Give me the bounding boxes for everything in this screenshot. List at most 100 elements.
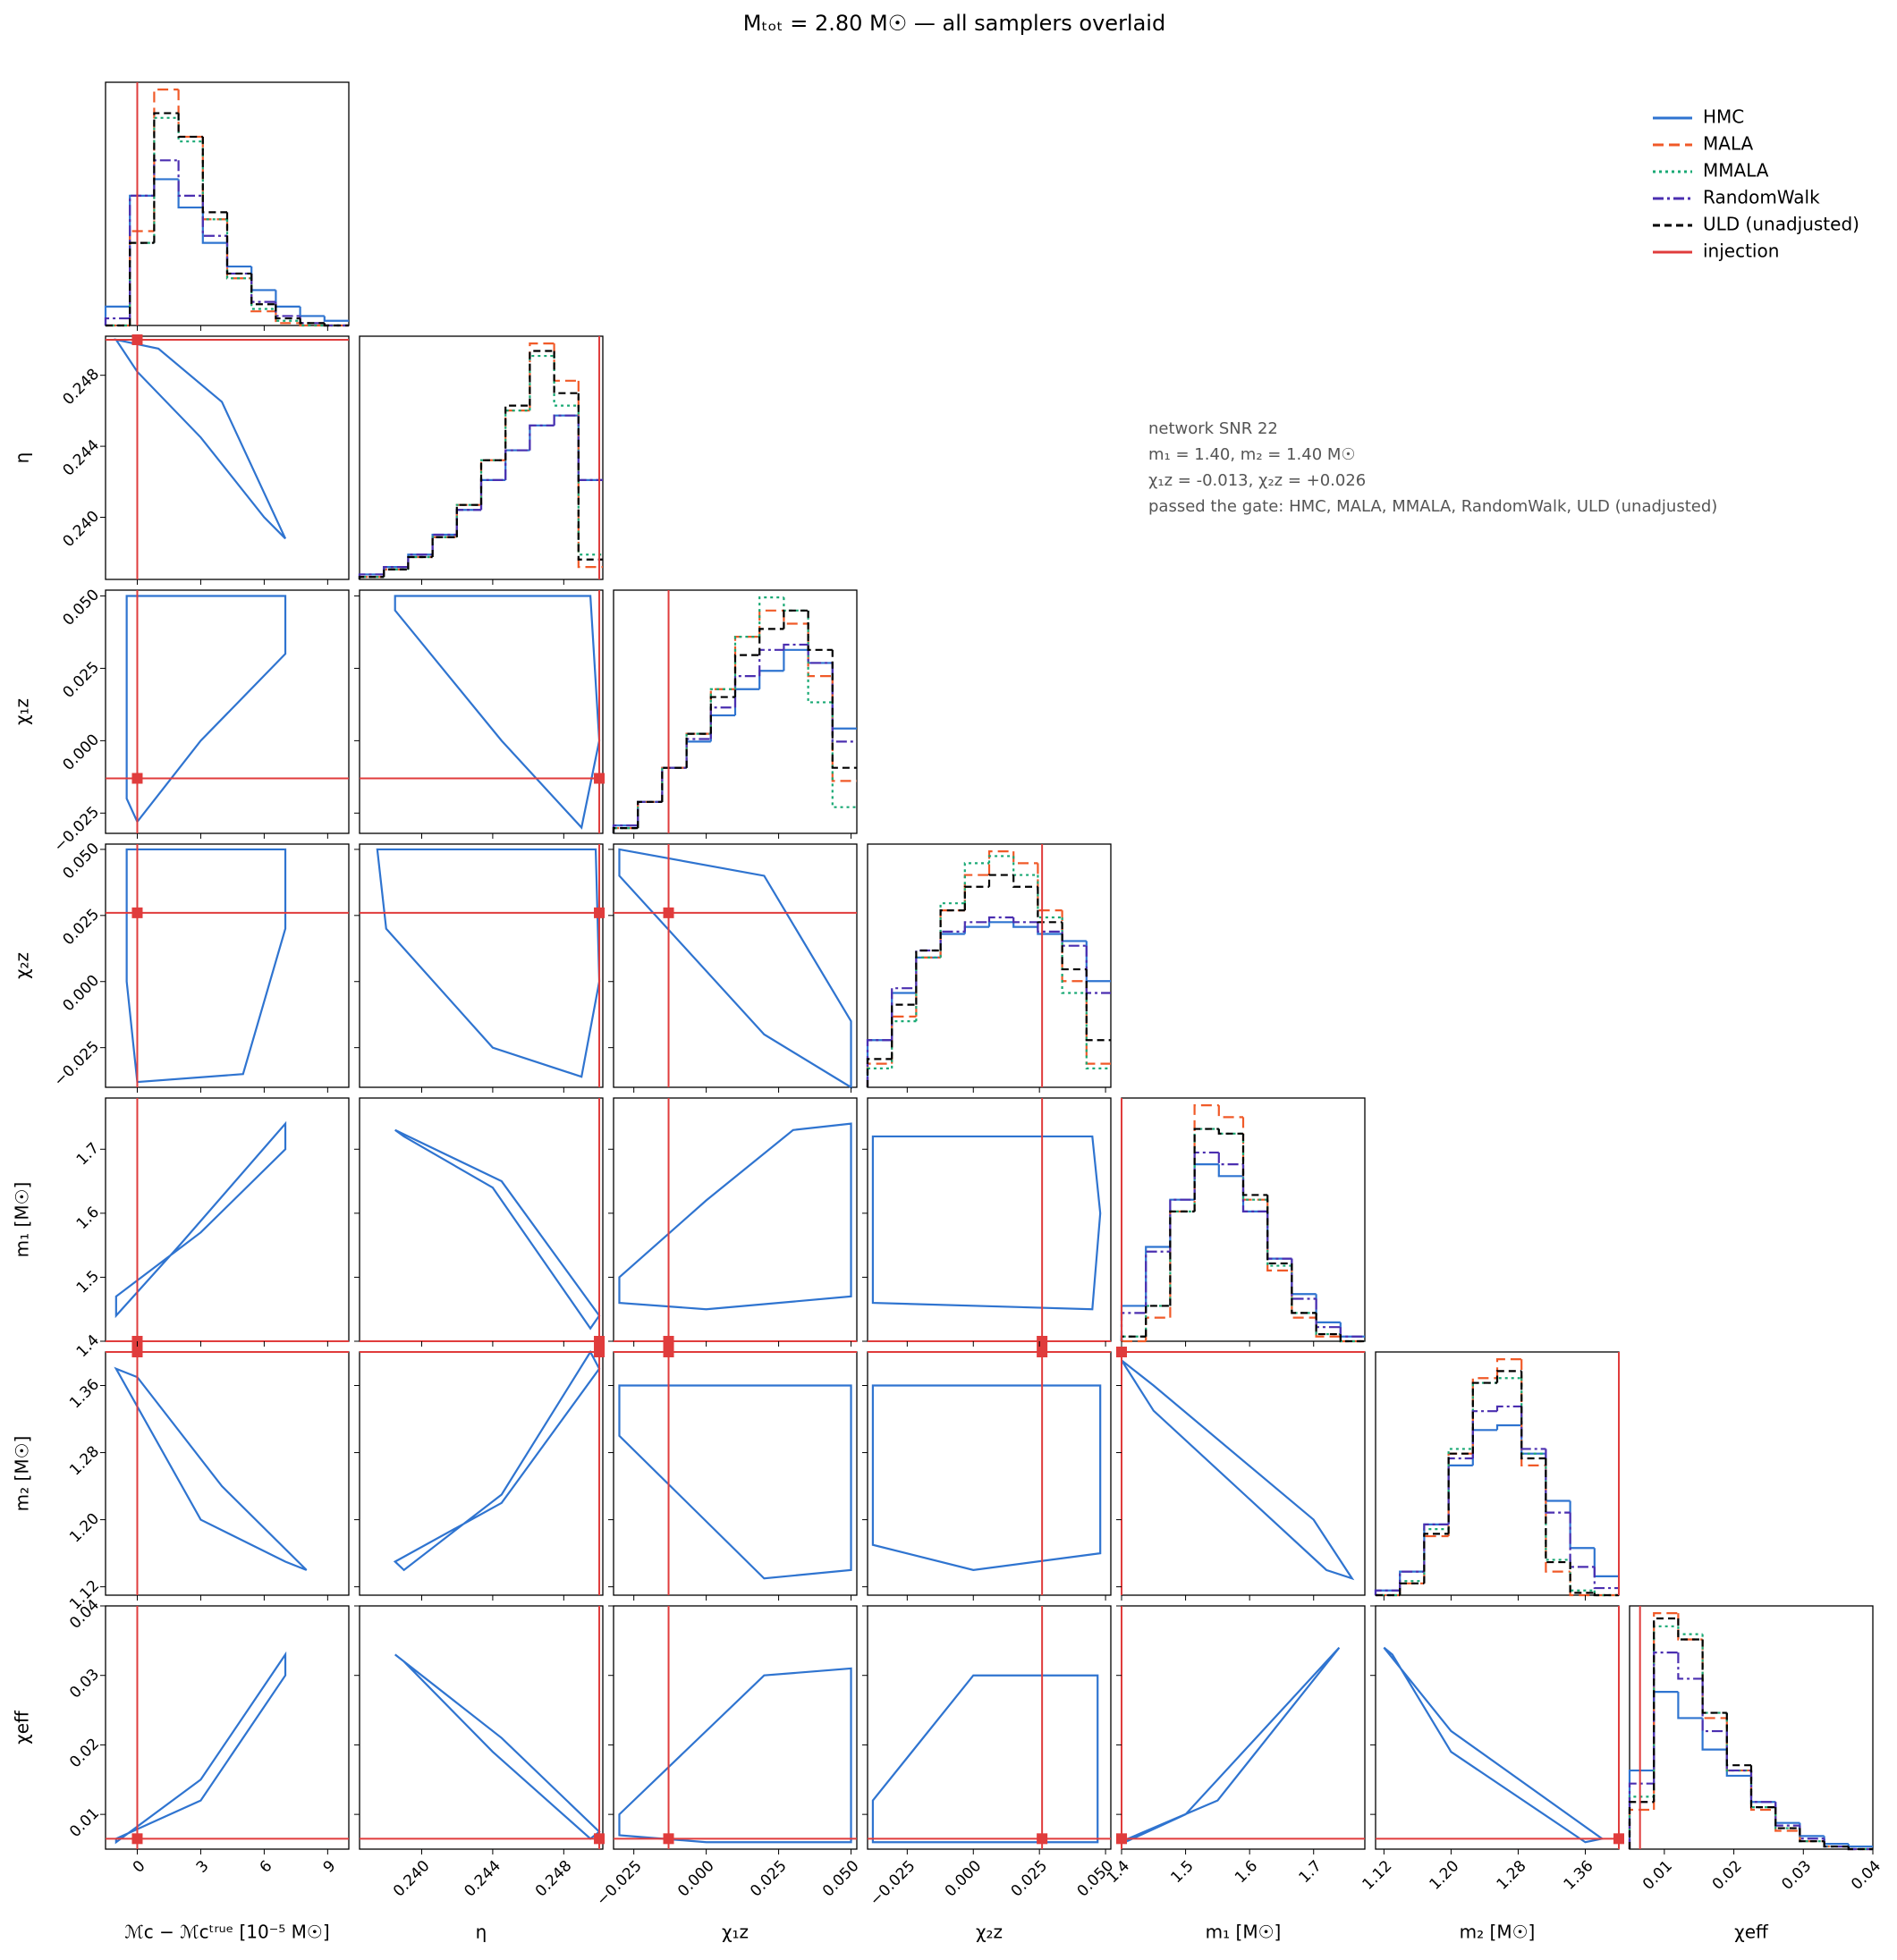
y-tick-label: 1.36 [66, 1375, 103, 1412]
histogram-bin [612, 827, 639, 833]
histogram-bin [577, 380, 603, 569]
x-axis-label: χeff [1734, 1922, 1769, 1943]
panel-frame [105, 1097, 350, 1342]
injection-marker [663, 1336, 674, 1347]
injection-marker [1037, 1336, 1048, 1347]
x-tick-label: 0.240 [390, 1857, 434, 1901]
histogram-bin [577, 393, 603, 561]
panel-frame [867, 1605, 1112, 1850]
panel-frame [105, 843, 350, 1088]
histogram-bin [1145, 1250, 1171, 1314]
x-tick-label: 1.5 [1167, 1857, 1197, 1887]
y-tick-label: 0.050 [60, 586, 104, 629]
histogram-bin [1241, 1133, 1268, 1201]
x-tick-label: 1.12 [1359, 1857, 1396, 1894]
histogram-bin [1653, 1617, 1679, 1803]
histogram-bin [1545, 1465, 1571, 1573]
histogram-bin [1569, 1562, 1595, 1594]
panel-frame [1375, 1605, 1620, 1850]
histogram-bin [1569, 1512, 1595, 1568]
panel-frame [359, 335, 604, 580]
histogram-bin [963, 862, 989, 904]
histogram-bin [1037, 886, 1063, 924]
histogram-bin [783, 643, 809, 650]
panel-frame [105, 1351, 350, 1596]
histogram-bin [1266, 1195, 1292, 1265]
injection-marker [594, 1833, 606, 1845]
histogram-bin [299, 306, 325, 317]
histogram-bin [831, 649, 857, 769]
histogram-bin [1749, 1765, 1776, 1809]
legend-label: ULD (unadjusted) [1703, 214, 1859, 235]
x-tick-label: 1.36 [1561, 1857, 1597, 1894]
histogram-bin [1628, 1782, 1655, 1849]
histogram-bin [407, 555, 433, 570]
histogram-bin [129, 241, 155, 325]
histogram-bin [431, 536, 457, 558]
x-tick-label: 0.03 [1778, 1857, 1815, 1894]
y-tick-label: 1.4 [73, 1331, 103, 1361]
histogram-bin [1399, 1582, 1425, 1595]
legend-label: injection [1703, 241, 1779, 262]
x-tick-label: 3 [193, 1857, 213, 1877]
histogram-bin [1677, 1692, 1703, 1719]
legend-label: HMC [1703, 106, 1744, 128]
histogram-bin [783, 609, 809, 629]
histogram-bin [1677, 1652, 1703, 1680]
histogram-bin [1628, 1801, 1655, 1849]
histogram-bin [1169, 1198, 1195, 1252]
histogram-bin [987, 855, 1014, 864]
x-axis-label: η [476, 1922, 487, 1943]
histogram-bin [1037, 922, 1063, 933]
histogram-bin [1495, 1424, 1522, 1431]
histogram-bin [177, 160, 203, 197]
x-axis-label: χ₂z [976, 1922, 1003, 1943]
y-tick-label: 0.000 [60, 972, 104, 1016]
panel-frame [1121, 1605, 1366, 1850]
contour [618, 1384, 852, 1580]
histogram-bin [250, 278, 276, 313]
histogram-bin [807, 610, 833, 704]
injection-marker [663, 1833, 674, 1845]
histogram-bin [529, 350, 555, 406]
x-tick-label: 0.025 [1008, 1857, 1052, 1901]
contour [114, 338, 287, 540]
histogram-bin [1217, 1128, 1243, 1135]
histogram-bin [1593, 1567, 1619, 1590]
y-tick-label: 1.5 [73, 1267, 103, 1297]
histogram-bin [963, 874, 989, 911]
x-tick-label: 0.050 [819, 1857, 863, 1901]
histogram-bin [1520, 1371, 1546, 1460]
x-tick-label: 1.7 [1296, 1857, 1325, 1887]
y-tick-label: 0.02 [66, 1735, 103, 1771]
injection-marker [1037, 1347, 1048, 1357]
histogram-bin [553, 351, 579, 394]
x-tick-label: −0.025 [867, 1857, 919, 1910]
histogram-bin [1339, 1334, 1365, 1343]
histogram-bin [504, 404, 530, 460]
histogram-bin [1085, 969, 1111, 1042]
histogram-bin [104, 317, 131, 325]
contour [376, 848, 601, 1078]
y-tick-label: 1.28 [66, 1442, 103, 1479]
y-tick-label: 0.025 [60, 658, 104, 702]
histogram-bin [1774, 1807, 1800, 1829]
histogram-bin [275, 304, 301, 320]
histogram-bin [1725, 1712, 1751, 1767]
histogram-bin [504, 449, 530, 480]
histogram-bin [1061, 922, 1087, 971]
histogram-bin [1749, 1770, 1776, 1812]
x-tick-label: 1.20 [1427, 1857, 1463, 1894]
legend-label: MALA [1703, 133, 1754, 155]
y-tick-label: 0.240 [60, 507, 104, 551]
panel-frame [613, 1097, 858, 1342]
histogram-bin [807, 623, 833, 678]
x-tick-label: 1.28 [1494, 1857, 1530, 1894]
panel-frame [105, 1605, 350, 1850]
histogram-bin [1725, 1731, 1751, 1772]
histogram-bin [987, 874, 1014, 887]
contour [125, 595, 287, 824]
y-tick-label: 0.025 [60, 906, 104, 950]
y-axis-label: χ₂z [12, 952, 33, 979]
